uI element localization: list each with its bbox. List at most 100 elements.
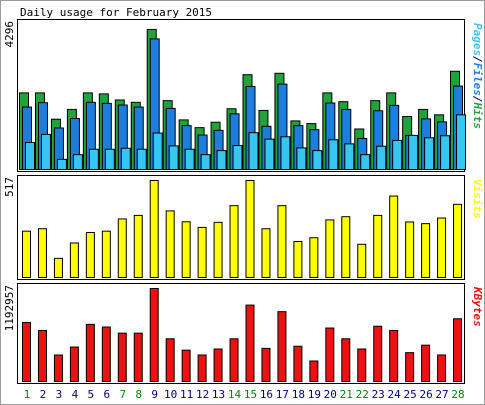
visits-bar [309, 237, 319, 278]
x-tick-label: 4 [72, 388, 79, 401]
visits-bar [197, 226, 207, 279]
y-axis-label-hits-files-pages: Pages/Files/Hits [471, 23, 484, 129]
x-tick-label: 21 [340, 388, 353, 401]
kbytes-bar [37, 329, 47, 382]
y-max-label-hits-files-pages: 4296 [3, 21, 16, 48]
pages-bar [56, 158, 67, 170]
x-tick-label: 25 [404, 388, 417, 401]
pages-bar [376, 145, 387, 170]
kbytes-bar [373, 325, 383, 382]
x-tick-label: 24 [388, 388, 402, 401]
visits-bar [373, 214, 383, 279]
pages-bar [136, 148, 147, 170]
pages-bar [344, 143, 355, 171]
pages-bar [88, 148, 99, 170]
visits-bar [37, 228, 47, 278]
x-tick-label: 10 [164, 388, 177, 401]
pages-bar [72, 154, 83, 170]
visits-bar [437, 217, 447, 279]
pages-bar [120, 147, 131, 171]
kbytes-bar [389, 329, 399, 382]
kbytes-bar [453, 318, 463, 382]
pages-bar [25, 141, 35, 170]
kbytes-bar [69, 346, 79, 382]
pages-bar [328, 139, 339, 171]
pages-bar [184, 148, 195, 170]
pages-bar [440, 135, 451, 170]
visits-bar [405, 221, 415, 278]
kbytes-bar [149, 288, 159, 382]
pages-bar [360, 154, 371, 170]
pages-bar [456, 114, 467, 170]
pages-bar [280, 136, 291, 170]
visits-bar [85, 231, 95, 279]
visits-bar [293, 240, 303, 279]
x-tick-label: 12 [196, 388, 209, 401]
y-axis-label-part: Pages [471, 23, 484, 56]
kbytes-bar [181, 349, 191, 383]
x-tick-label: 16 [260, 388, 273, 401]
kbytes-bar [261, 347, 271, 382]
pages-bar [216, 150, 227, 170]
x-tick-label: 8 [135, 388, 142, 401]
pages-bar [104, 148, 115, 170]
pages-bar [408, 134, 419, 171]
x-tick-label: 20 [324, 388, 337, 401]
visits-bar [357, 243, 367, 279]
x-tick-label: 22 [356, 388, 369, 401]
visits-bar [117, 218, 127, 278]
kbytes-bar [85, 323, 95, 382]
visits-bar [213, 221, 223, 279]
kbytes-bar [117, 332, 127, 382]
x-tick-label: 27 [435, 388, 448, 401]
x-tick-label: 17 [276, 388, 289, 401]
x-tick-label: 2 [40, 388, 47, 401]
pages-bar [312, 150, 323, 170]
x-tick-label: 15 [244, 388, 257, 401]
kbytes-bar [229, 338, 239, 382]
x-tick-label: 28 [451, 388, 464, 401]
pages-bar [40, 133, 51, 171]
visits-bar [165, 210, 175, 278]
kbytes-bar [357, 348, 367, 382]
pages-bar [296, 147, 307, 171]
x-tick-label: 7 [119, 388, 126, 401]
pages-bar [424, 137, 435, 170]
y-axis-label-part: / [471, 96, 484, 103]
x-tick-label: 5 [88, 388, 95, 401]
y-axis-label-visits: Visits [471, 179, 484, 219]
visits-bar [341, 216, 351, 278]
x-tick-label: 19 [308, 388, 321, 401]
kbytes-bar [165, 338, 175, 382]
kbytes-bar [22, 321, 31, 383]
visits-bar [69, 242, 79, 278]
y-axis-label-part: Files [471, 63, 484, 96]
x-tick-label: 6 [103, 388, 110, 401]
x-tick-label: 13 [212, 388, 225, 401]
pages-bar [200, 154, 211, 170]
pages-bar [392, 139, 403, 170]
visits-bar [53, 257, 63, 279]
kbytes-bar [245, 304, 255, 382]
visits-bar [181, 221, 191, 278]
kbytes-bar [213, 348, 223, 382]
kbytes-bar [309, 360, 319, 382]
visits-bar [101, 230, 111, 278]
visits-bar [389, 195, 399, 279]
pages-bar [264, 138, 275, 171]
chart-title: Daily usage for February 2015 [20, 6, 212, 19]
y-axis-label-part: Hits [471, 102, 484, 130]
kbytes-bar [101, 326, 111, 383]
visits-bar [22, 230, 31, 278]
visits-bar [277, 205, 287, 279]
y-axis-label-kbytes: KBytes [471, 286, 484, 327]
x-tick-label: 23 [372, 388, 385, 401]
visits-bar [149, 180, 159, 278]
x-tick-label: 3 [56, 388, 63, 401]
kbytes-bar [133, 332, 143, 382]
kbytes-bar [293, 345, 303, 382]
visits-bar [133, 214, 143, 279]
pages-bar [232, 145, 243, 170]
